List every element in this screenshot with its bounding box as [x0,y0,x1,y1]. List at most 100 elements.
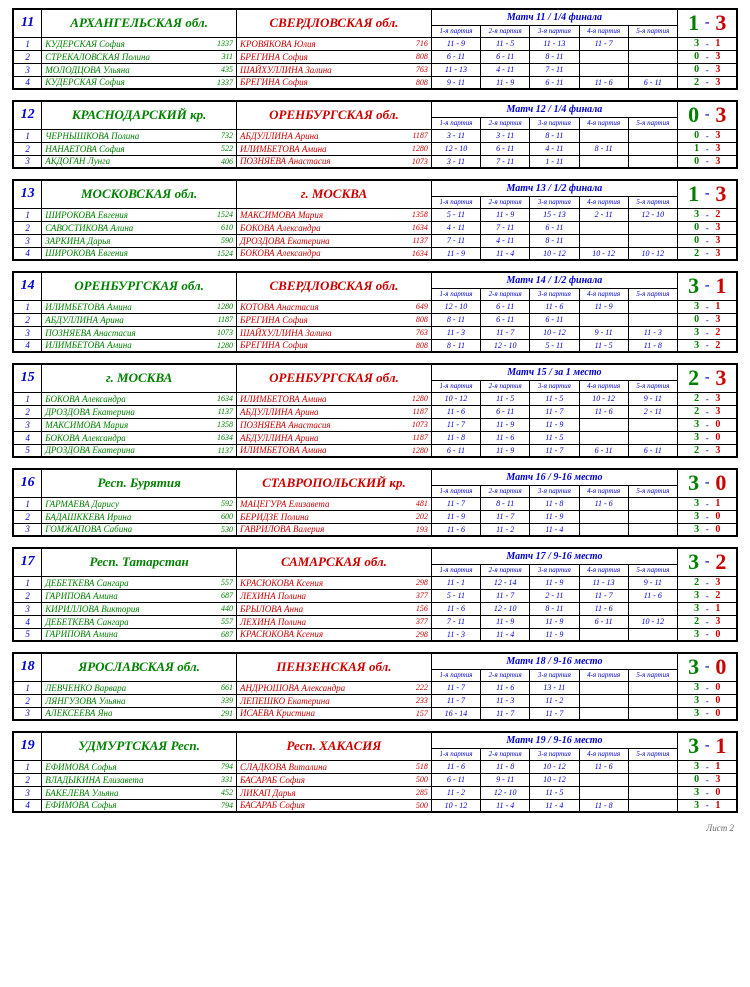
rating-a: 610 [202,221,236,234]
set-score [628,300,677,313]
player-b: КРОВЯКОВА Юлия [237,37,398,50]
row-score-a: 2 [677,615,702,628]
set-header: 3-я партия [530,117,579,129]
rating-a: 557 [202,576,236,589]
set-score: 6 - 11 [481,300,530,313]
set-score: 11 - 9 [481,76,530,89]
set-score: 8 - 11 [431,339,480,352]
set-header: 4-я партия [579,748,628,760]
row-score-a: 3 [677,707,702,720]
set-score: 8 - 11 [579,142,628,155]
row-score-b: 2 [712,589,737,602]
set-score: 10 - 12 [530,247,579,260]
set-header: 2-я партия [481,564,530,576]
set-score: 11 - 6 [481,681,530,694]
team-b: СВЕРДЛОВСКАЯ обл. [237,9,432,37]
set-header: 1-я партия [431,669,480,681]
row-score-b: 3 [712,155,737,168]
match-title: Матч 16 / 9-16 место [431,469,677,485]
set-score: 11 - 8 [628,339,677,352]
row-dash: - [702,444,712,457]
player-b: БРЫЛОВА Анна [237,602,398,615]
set-header: 2-я партия [481,117,530,129]
row-dash: - [702,602,712,615]
row-number: 2 [13,50,42,63]
row-number: 3 [13,155,42,168]
set-score: 4 - 11 [481,63,530,76]
set-score: 3 - 11 [431,129,480,142]
set-score [579,510,628,523]
set-score: 5 - 11 [530,339,579,352]
set-score: 11 - 7 [431,418,480,431]
match-title: Матч 17 / 9-16 место [431,548,677,564]
player-b: ЛЕХИНА Полина [237,615,398,628]
row-number: 3 [13,234,42,247]
row-number: 4 [13,247,42,260]
row-score-b: 0 [712,628,737,641]
set-score: 10 - 12 [530,773,579,786]
match-block: 12 КРАСНОДАРСКИЙ кр. ОРЕНБУРГСКАЯ обл. М… [12,100,738,169]
row-dash: - [702,339,712,352]
rating-b: 763 [397,63,431,76]
rating-b: 763 [397,326,431,339]
row-number: 1 [13,300,42,313]
rating-a: 530 [202,523,236,536]
player-b: КРАСЮКОВА Ксения [237,628,398,641]
set-score: 11 - 13 [579,576,628,589]
player-a: АКДОГАН Лунга [42,155,203,168]
rating-a: 687 [202,628,236,641]
rating-a: 592 [202,497,236,510]
set-score: 12 - 10 [481,786,530,799]
set-score: 8 - 11 [530,234,579,247]
row-number: 3 [13,418,42,431]
set-score: 10 - 12 [628,615,677,628]
row-number: 3 [13,326,42,339]
row-score-a: 2 [677,392,702,405]
player-b: БРЕГИНА София [237,76,398,89]
match-number: 16 [13,469,42,497]
set-score: 10 - 12 [579,247,628,260]
set-score [628,234,677,247]
set-score: 11 - 6 [579,602,628,615]
team-a: МОСКОВСКАЯ обл. [42,180,237,208]
row-score-a: 0 [677,155,702,168]
set-score: 11 - 3 [481,694,530,707]
set-score [628,694,677,707]
rating-a: 440 [202,602,236,615]
row-number: 1 [13,208,42,221]
rating-b: 481 [397,497,431,510]
set-header: 4-я партия [579,380,628,392]
set-score: 11 - 4 [481,628,530,641]
score-a: 3 [677,272,702,300]
rating-b: 285 [397,786,431,799]
row-dash: - [702,773,712,786]
set-score [628,313,677,326]
match-number: 14 [13,272,42,300]
set-score: 7 - 11 [481,155,530,168]
row-score-a: 3 [677,326,702,339]
row-score-a: 3 [677,694,702,707]
set-score: 9 - 11 [481,773,530,786]
rating-a: 1524 [202,247,236,260]
set-header: 1-я партия [431,485,480,497]
score-a: 1 [677,180,702,208]
player-b: БАСАРАБ София [237,799,398,812]
set-score [579,129,628,142]
set-score [579,681,628,694]
player-a: ИЛИМБЕТОВА Амина [42,339,203,352]
row-score-b: 0 [712,418,737,431]
set-header: 3-я партия [530,564,579,576]
row-dash: - [702,221,712,234]
set-score: 10 - 12 [530,760,579,773]
rating-b: 298 [397,576,431,589]
set-header: 5-я партия [628,748,677,760]
row-number: 1 [13,497,42,510]
row-number: 2 [13,589,42,602]
set-header: 1-я партия [431,288,480,300]
set-score [579,707,628,720]
row-score-a: 3 [677,510,702,523]
row-dash: - [702,37,712,50]
rating-a: 1524 [202,208,236,221]
match-title: Матч 11 / 1/4 финала [431,9,677,25]
set-score: 5 - 11 [431,589,480,602]
